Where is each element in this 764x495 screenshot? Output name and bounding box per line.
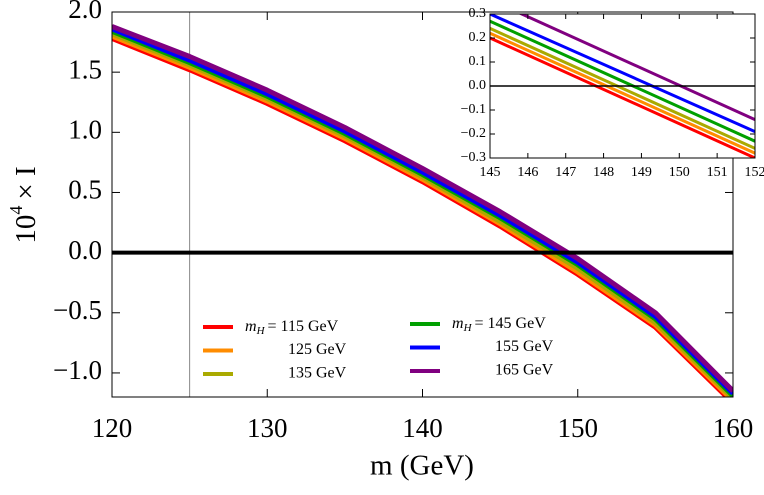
x-tick-label: 152: [745, 165, 764, 180]
x-tick-label: 160: [713, 413, 754, 443]
legend-label: 155 GeV: [495, 338, 554, 355]
y-tick-label: −0.3: [461, 150, 486, 165]
x-tick-label: 148: [593, 165, 614, 180]
legend-name: 115 GeV: [281, 318, 339, 335]
y-axis-label: 104 × I: [6, 166, 42, 243]
legend-name: 145 GeV: [488, 315, 547, 332]
legend-subscript: H: [463, 322, 473, 334]
legend-label: 165 GeV: [495, 362, 554, 379]
y-label-rest: × I: [10, 166, 42, 199]
x-tick-label: 130: [247, 413, 288, 443]
y-tick-label: 2.0: [68, 0, 102, 24]
x-tick-label: 147: [555, 165, 576, 180]
legend-subscript: H: [256, 325, 266, 337]
legend-sign: =: [268, 318, 277, 335]
legend-symbol: m: [245, 318, 257, 335]
x-tick-label: 149: [631, 165, 652, 180]
series-line: [490, 27, 755, 150]
series-line: [490, 14, 755, 133]
series-line: [490, 36, 755, 158]
y-tick-label: 0.1: [469, 54, 487, 69]
plot-area: [490, 14, 755, 158]
y-label-base: 10: [10, 215, 42, 244]
inset: 145 146 147 148 149 150 151 152 0.3 0.2 0.1 0.0 −0.1…: [461, 6, 764, 180]
y-tick-label: 1.0: [68, 115, 102, 145]
legend-label: 125 GeV: [288, 341, 347, 358]
series-line: [112, 24, 733, 393]
series-line: [490, 19, 755, 143]
y-tick-label: 0.3: [469, 6, 487, 21]
y-tick-label: 0.0: [469, 78, 487, 93]
y-tick-label: 0.5: [68, 175, 102, 205]
legend-symbol: m: [452, 315, 464, 332]
legend-label: mH = 145 GeV: [452, 315, 546, 334]
x-tick-label: 151: [707, 165, 728, 180]
x-tick-label: 145: [480, 165, 501, 180]
x-tick-label: 140: [402, 413, 443, 443]
y-tick-label: −0.5: [53, 295, 102, 325]
series-line: [490, 31, 755, 155]
legend-label: mH = 115 GeV: [245, 318, 339, 337]
y-label-exp: 4: [6, 206, 26, 215]
x-tick-label: 120: [92, 413, 133, 443]
series-line: [112, 26, 733, 396]
x-tick-label: 150: [558, 413, 599, 443]
x-axis-label: m (GeV): [370, 450, 474, 482]
legend-label: 135 GeV: [288, 365, 347, 382]
x-tick-label: 146: [517, 165, 538, 180]
legend-sign: =: [475, 315, 484, 332]
series-line: [518, 14, 755, 121]
y-tick-label: −0.1: [461, 102, 486, 117]
plot-area: [112, 12, 733, 397]
y-tick-label: 0.0: [68, 235, 102, 265]
y-tick-label: 0.2: [469, 30, 487, 45]
y-tick-label: −0.2: [461, 126, 486, 141]
y-tick-label: 1.5: [68, 54, 102, 84]
x-tick-label: 150: [669, 165, 690, 180]
y-tick-label: −1.0: [53, 355, 102, 385]
